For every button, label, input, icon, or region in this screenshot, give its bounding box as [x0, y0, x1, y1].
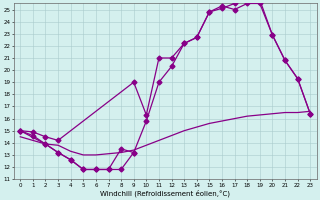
X-axis label: Windchill (Refroidissement éolien,°C): Windchill (Refroidissement éolien,°C)	[100, 189, 230, 197]
